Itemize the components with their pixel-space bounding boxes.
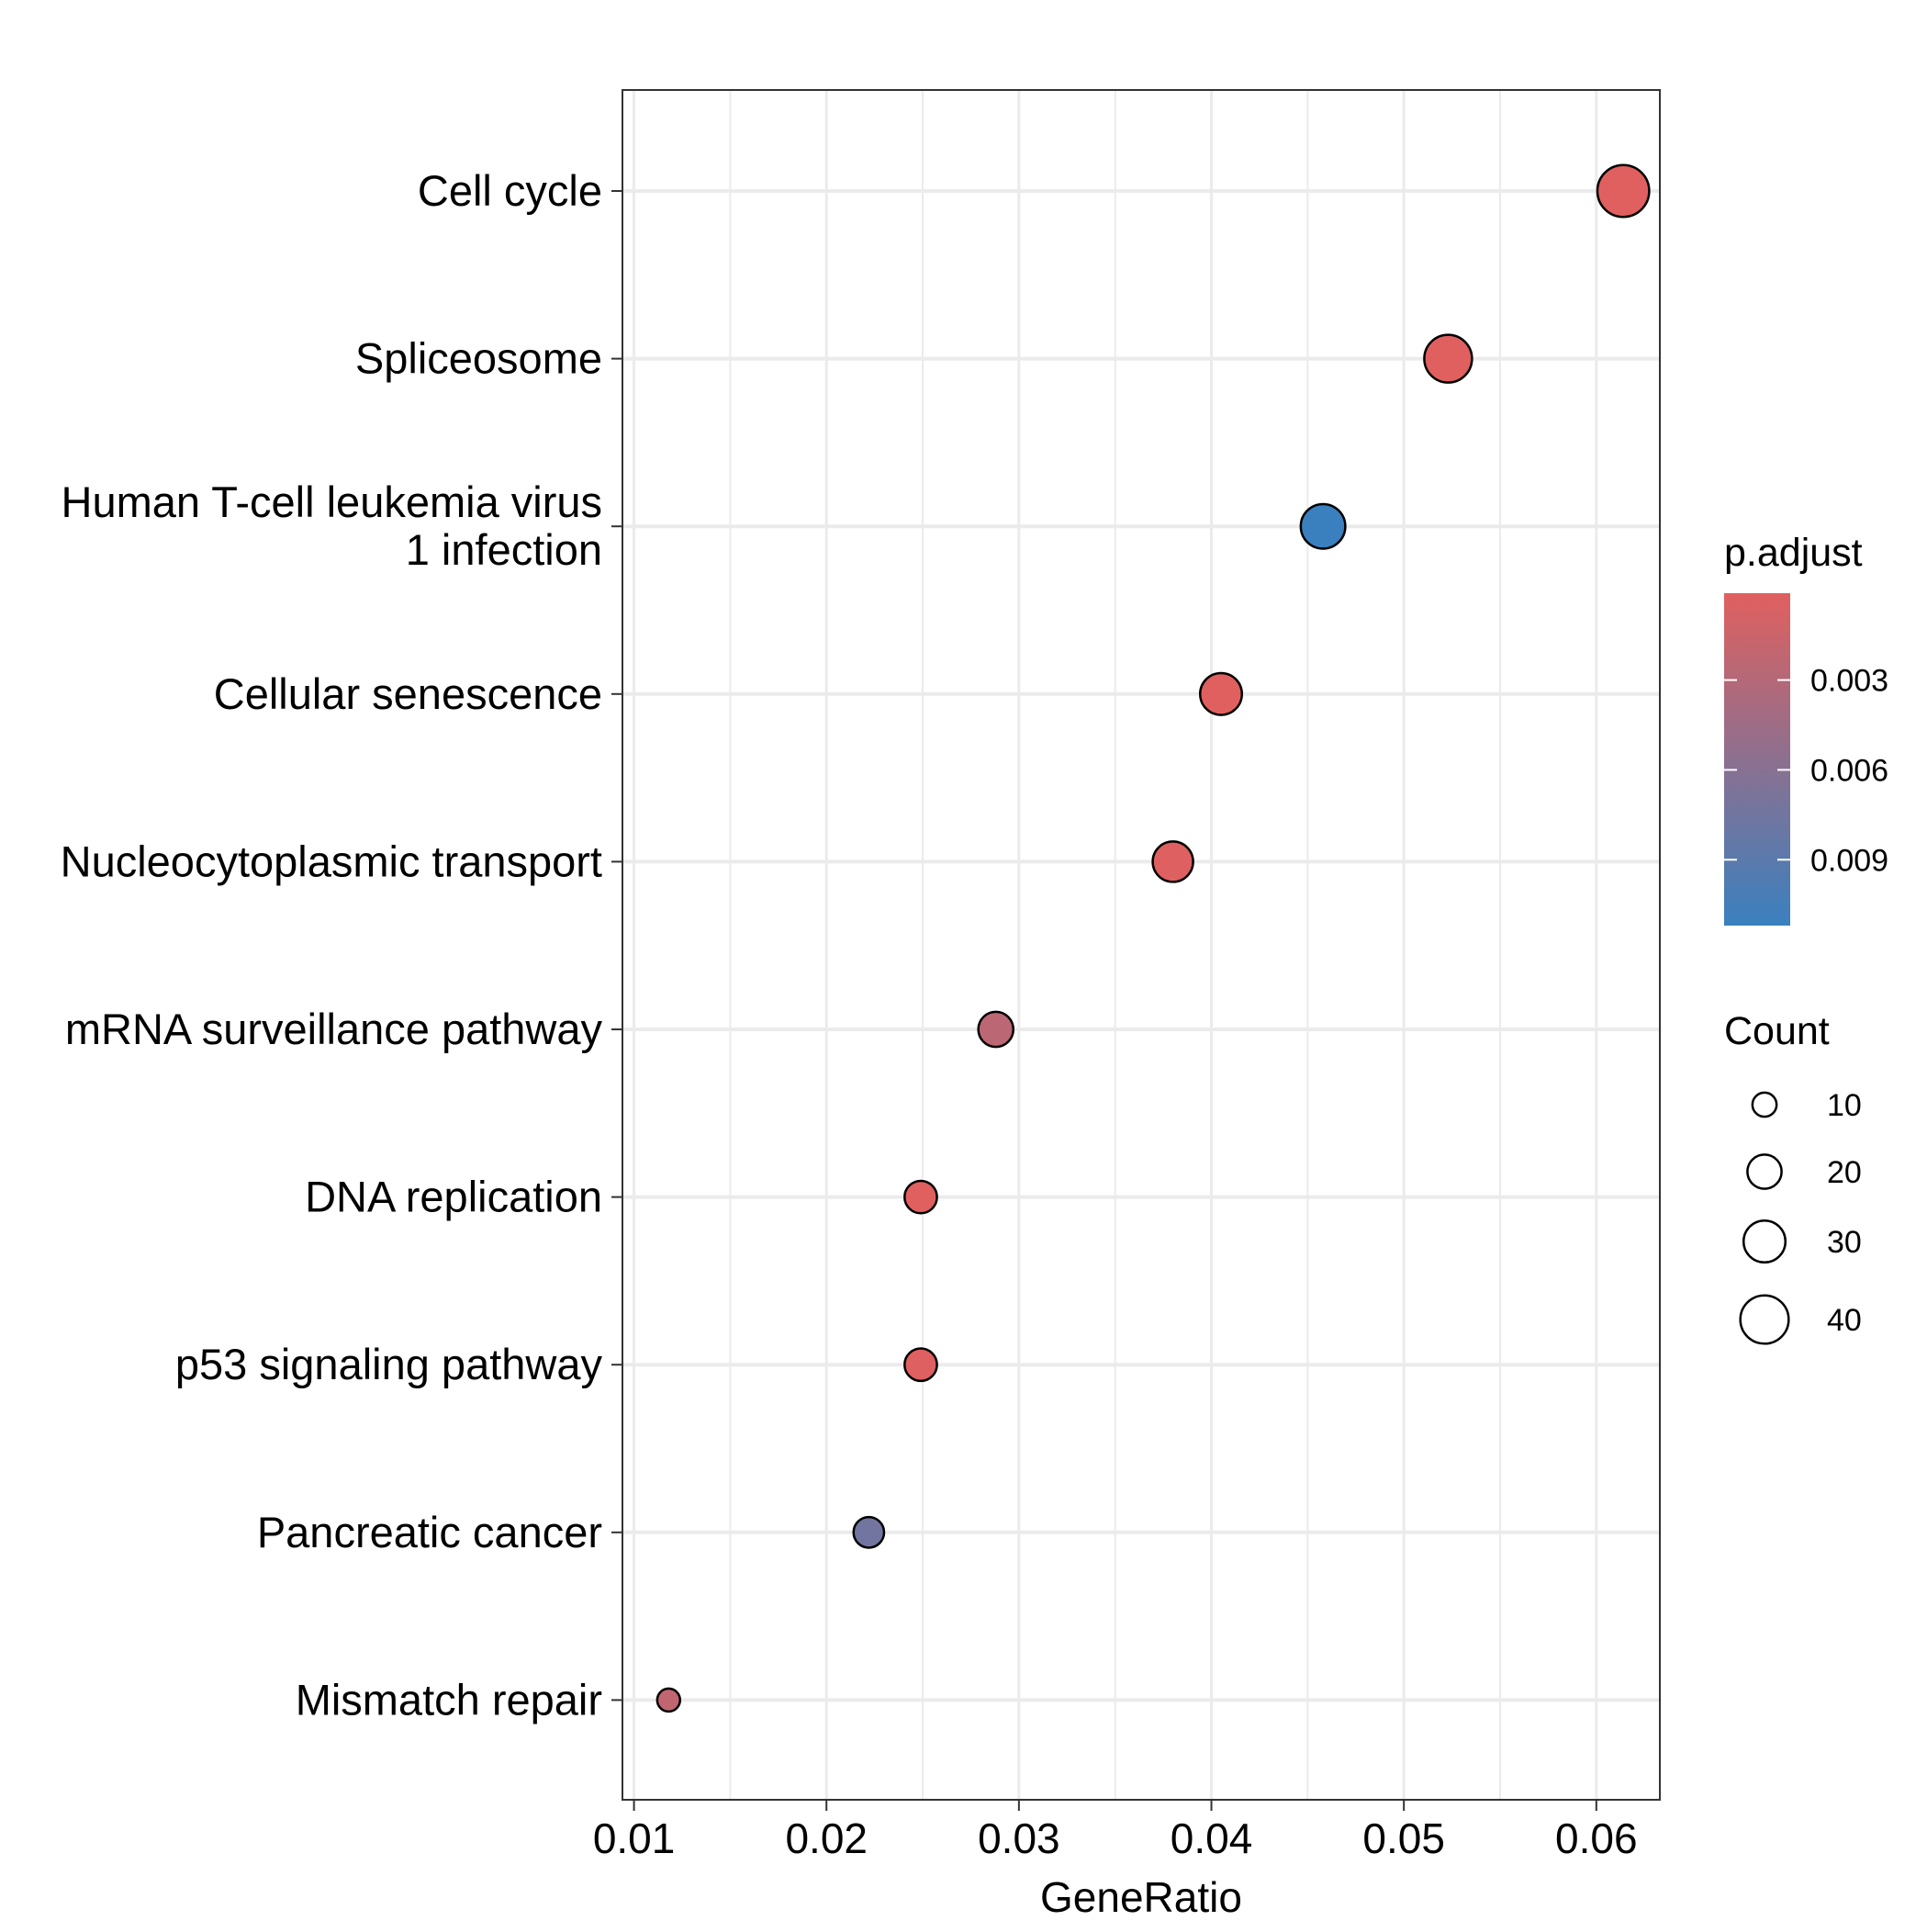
data-point (903, 1179, 938, 1215)
legend-size-label: 30 (1827, 1225, 1862, 1260)
colorbar-tick-label: 0.006 (1810, 753, 1888, 788)
legend-size-circle (1746, 1153, 1783, 1190)
data-point (1423, 333, 1473, 384)
y-category-label: p53 signaling pathway (175, 1340, 603, 1388)
legend-size-circle (1751, 1091, 1778, 1118)
legend-size-keys: 10 20 30 40 (1739, 1088, 1862, 1345)
colorbar-tick-label: 0.003 (1810, 664, 1888, 699)
y-category-label: Human T-cell leukemia virus (62, 477, 602, 526)
y-category-label: Mismatch repair (296, 1675, 602, 1724)
legend-size-label: 40 (1827, 1303, 1862, 1338)
legend-p-adjust: p.adjust 0.003 0.006 0.009 (1724, 531, 1888, 926)
x-tick-label: 0.06 (1555, 1814, 1638, 1862)
axes: 0.01 0.02 0.03 0.04 0.05 0.06 Cell cycle Splice… (61, 166, 1638, 1862)
x-tick-label: 0.02 (785, 1814, 868, 1862)
plot-panel-border (622, 89, 1661, 1801)
x-tick-label: 0.04 (1171, 1814, 1253, 1862)
x-tick-label: 0.01 (593, 1814, 676, 1862)
y-category-label: Pancreatic cancer (257, 1508, 602, 1556)
data-point (977, 1010, 1015, 1049)
data-point (1299, 502, 1347, 550)
legend-size-circle (1739, 1294, 1790, 1345)
data-point (903, 1347, 938, 1383)
plot-panel-background (622, 90, 1660, 1800)
legend-size-circle (1742, 1219, 1787, 1264)
x-tick-label: 0.05 (1362, 1814, 1445, 1862)
y-category-label: Spliceosome (355, 334, 602, 383)
legend-colorbar-ticks: 0.003 0.006 0.009 (1724, 664, 1888, 878)
legend-color-title: p.adjust (1724, 531, 1863, 575)
colorbar-tick-label: 0.009 (1810, 843, 1888, 878)
legend-size-label: 20 (1827, 1155, 1862, 1190)
legend-count: Count 10 20 30 40 (1724, 1009, 1862, 1345)
data-point (1151, 840, 1194, 883)
legend-colorbar (1724, 593, 1790, 926)
y-category-label: Nucleocytoplasmic transport (61, 837, 602, 885)
y-category-label: 1 infection (406, 525, 602, 574)
grid-lines (622, 90, 1660, 1800)
y-category-label: mRNA surveillance pathway (65, 1005, 603, 1053)
legend-size-label: 10 (1827, 1088, 1862, 1123)
y-category-label: Cell cycle (418, 166, 602, 215)
y-category-label: DNA replication (305, 1173, 602, 1221)
y-category-label: Cellular senescence (214, 669, 602, 718)
data-point (655, 1687, 682, 1713)
data-point (1596, 163, 1651, 219)
data-points (655, 163, 1651, 1713)
x-axis-title: GeneRatio (1040, 1873, 1242, 1921)
data-point (852, 1515, 886, 1549)
legend-size-title: Count (1724, 1009, 1830, 1053)
x-tick-label: 0.03 (978, 1814, 1060, 1862)
data-point (1198, 671, 1244, 716)
